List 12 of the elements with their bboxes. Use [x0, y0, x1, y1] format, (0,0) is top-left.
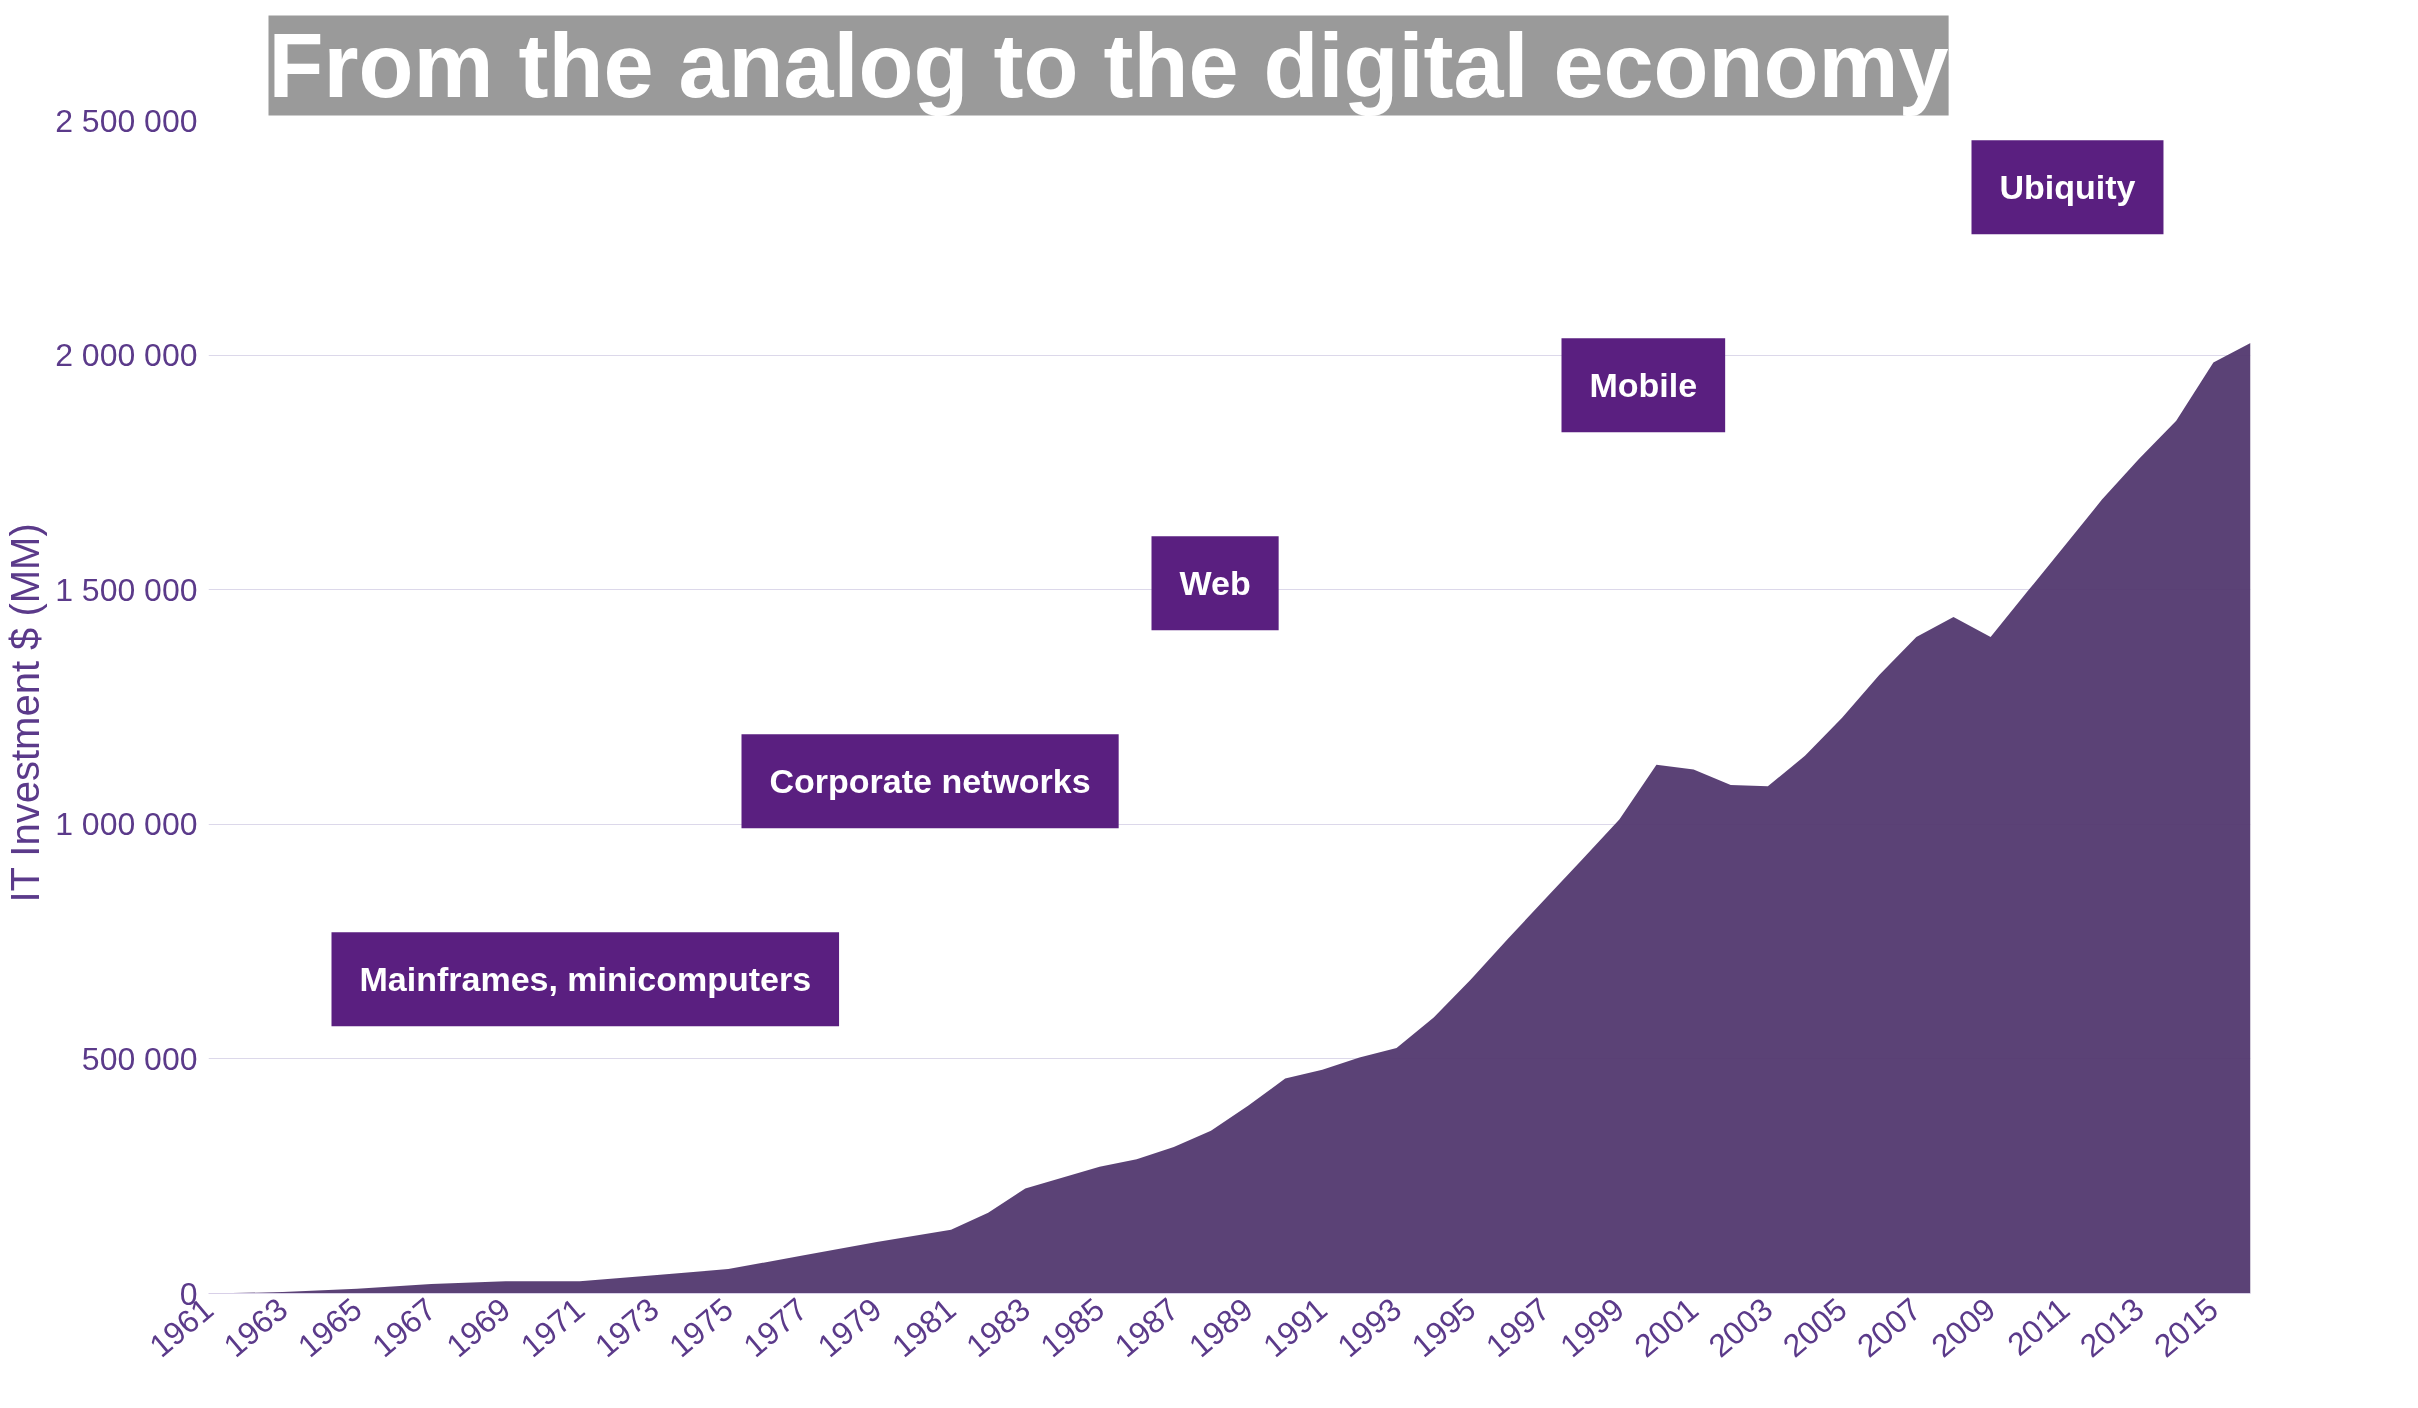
y-tick-label: 2 500 000 [55, 102, 198, 139]
y-tick-label: 2 000 000 [55, 337, 198, 374]
y-tick-label: 1 000 000 [55, 806, 198, 843]
annotation: Corporate networks [769, 762, 1091, 801]
annotation: Mobile [1589, 366, 1698, 405]
annotation: Ubiquity [1999, 168, 2136, 207]
annotation: Mainframes, minicomputers [359, 960, 812, 999]
annotation: Web [1179, 564, 1251, 603]
y-axis-title: IT Investment $ (MM) [3, 523, 48, 903]
y-tick-label: 500 000 [81, 1040, 198, 1077]
y-tick-label: 1 500 000 [55, 571, 198, 608]
chart-title: From the analog to the digital economy [268, 15, 1949, 116]
